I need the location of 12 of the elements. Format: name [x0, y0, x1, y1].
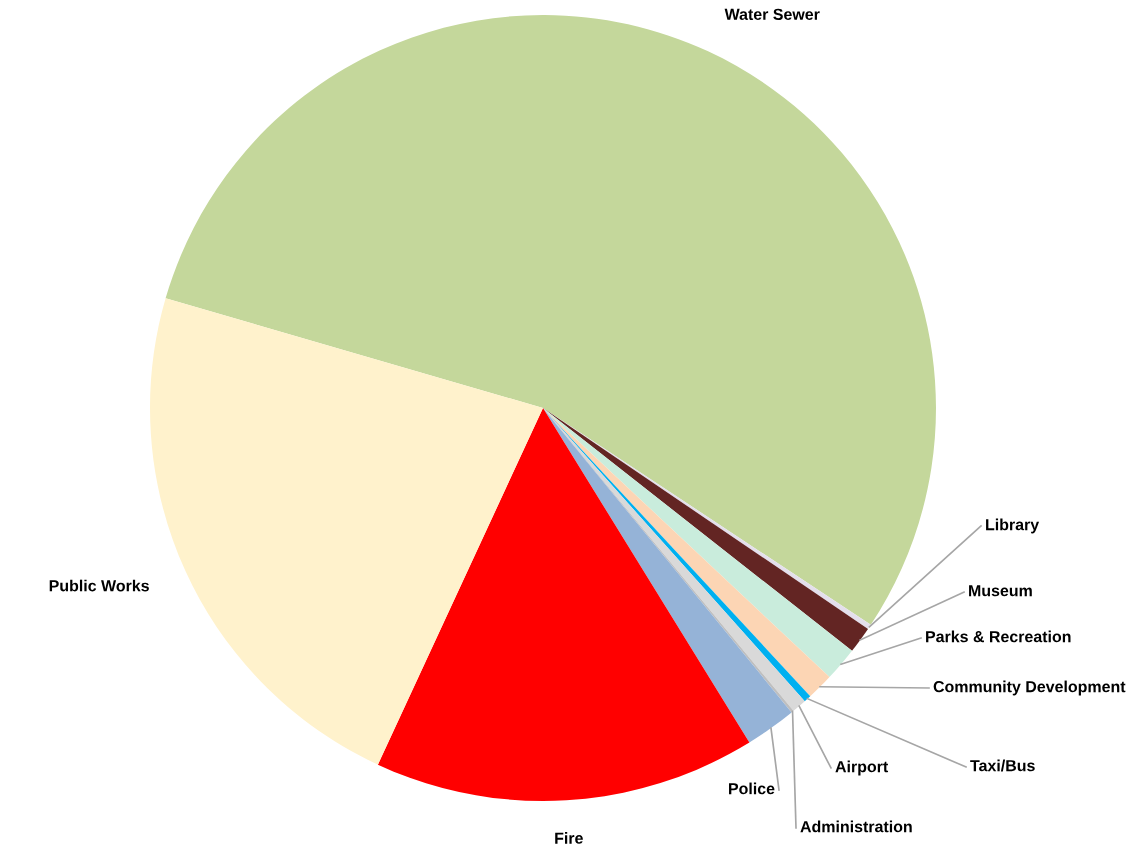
- slice-label: Public Works: [49, 579, 149, 592]
- slice-label: Museum: [969, 585, 1032, 597]
- slice-label: Library: [986, 518, 1040, 534]
- slice-label: Water Sewer: [724, 8, 820, 20]
- slice-label: Parks & Recreation: [926, 630, 1071, 643]
- slice-label: Taxi/Bus: [970, 759, 1035, 772]
- slice-label: Community Development: [933, 680, 1126, 696]
- slice-label: Administration: [800, 820, 912, 833]
- slice-label: Fire: [555, 832, 583, 844]
- slice-label: Police: [729, 782, 775, 795]
- slice-label: Airport: [835, 760, 889, 776]
- pie-slice: [150, 298, 543, 765]
